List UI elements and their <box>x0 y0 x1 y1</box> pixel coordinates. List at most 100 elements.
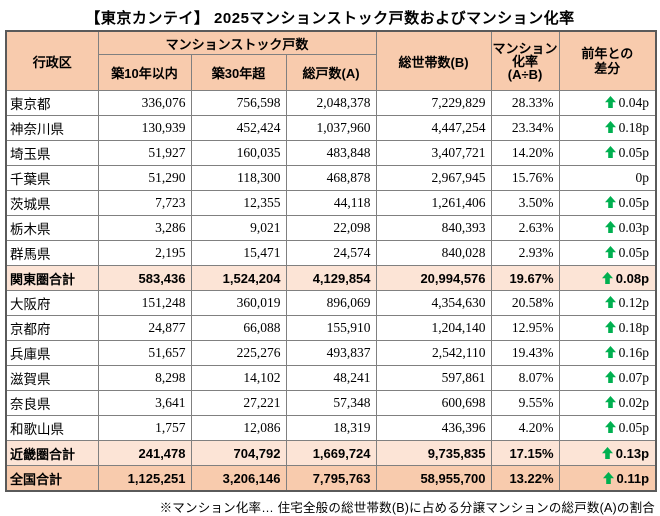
units-30y-cell: 27,221 <box>190 390 287 416</box>
yoy-diff-value: 0.05p <box>618 420 650 435</box>
yoy-diff-cell: 0.05p <box>558 140 657 166</box>
units-30y-cell: 360,019 <box>190 290 287 316</box>
units-10y-cell: 583,436 <box>97 265 192 291</box>
region-cell: 全国合計 <box>5 465 99 492</box>
units-10y-cell: 8,298 <box>97 365 192 391</box>
region-cell: 埼玉県 <box>5 140 99 166</box>
yoy-diff-cell: 0.08p <box>558 265 657 291</box>
table-row: 京都府 24,877 66,088 155,910 1,204,140 12.95% 0.1… <box>5 315 657 341</box>
units-30y-cell: 225,276 <box>190 340 287 366</box>
region-cell: 大阪府 <box>5 290 99 316</box>
condo-rate-cell: 20.58% <box>490 290 560 316</box>
yoy-diff-cell: 0.05p <box>558 240 657 266</box>
col-header-rate: マンション 化率 (A÷B) <box>490 30 560 91</box>
condo-rate-cell: 4.20% <box>490 415 560 441</box>
total-units-cell: 24,574 <box>285 240 377 266</box>
table-row: 奈良県 3,641 27,221 57,348 600,698 9.55% 0.02p <box>5 390 657 416</box>
units-30y-cell: 3,206,146 <box>190 465 287 492</box>
yoy-diff-cell: 0.05p <box>558 190 657 216</box>
table-row: 関東圏合計 583,436 1,524,204 4,129,854 20,994,576… <box>5 265 657 291</box>
up-arrow-icon <box>604 96 616 108</box>
condo-stock-table: 行政区 マンションストック戸数 総世帯数(B) マンション 化率 (A÷B) 前… <box>5 30 658 492</box>
units-10y-cell: 151,248 <box>97 290 192 316</box>
diff-header-line2: 差分 <box>594 61 621 76</box>
households-cell: 597,861 <box>375 365 492 391</box>
up-arrow-icon <box>604 146 616 158</box>
yoy-diff-value: 0.03p <box>618 220 650 235</box>
region-cell: 東京都 <box>5 90 99 116</box>
units-30y-cell: 160,035 <box>190 140 287 166</box>
yoy-diff-value: 0.08p <box>615 270 650 286</box>
table-row: 千葉県 51,290 118,300 468,878 2,967,945 15.76% 0p <box>5 165 657 191</box>
yoy-diff-value: 0.12p <box>618 295 650 310</box>
total-units-cell: 44,118 <box>285 190 377 216</box>
total-units-cell: 468,878 <box>285 165 377 191</box>
diff-header-line1: 前年との <box>581 46 634 61</box>
households-cell: 436,396 <box>375 415 492 441</box>
total-units-cell: 4,129,854 <box>285 265 377 291</box>
units-30y-cell: 756,598 <box>190 90 287 116</box>
yoy-diff-cell: 0.13p <box>558 440 657 466</box>
col-header-within10: 築10年以内 <box>97 54 192 91</box>
up-arrow-icon <box>601 271 613 284</box>
yoy-diff-cell: 0.04p <box>558 90 657 116</box>
rate-header-line3: (A÷B) <box>507 66 543 82</box>
yoy-diff-cell: 0.11p <box>558 465 657 492</box>
yoy-diff-cell: 0.07p <box>558 365 657 391</box>
table-row: 滋賀県 8,298 14,102 48,241 597,861 8.07% 0.07p <box>5 365 657 391</box>
header-row-sub: 築10年以内 築30年超 総戸数(A) <box>6 54 656 91</box>
rate-header-line1: マンション <box>492 40 558 56</box>
table-row: 和歌山県 1,757 12,086 18,319 436,396 4.20% 0.05p <box>5 415 657 441</box>
units-30y-cell: 12,086 <box>190 415 287 441</box>
units-10y-cell: 336,076 <box>97 90 192 116</box>
yoy-diff-cell: 0.12p <box>558 290 657 316</box>
households-cell: 20,994,576 <box>375 265 492 291</box>
total-units-cell: 1,669,724 <box>285 440 377 466</box>
table-row: 茨城県 7,723 12,355 44,118 1,261,406 3.50% 0.05p <box>5 190 657 216</box>
units-30y-cell: 14,102 <box>190 365 287 391</box>
table-row: 兵庫県 51,657 225,276 493,837 2,542,110 19.43% 0.… <box>5 340 657 366</box>
yoy-diff-value: 0.05p <box>618 145 650 160</box>
up-arrow-icon <box>604 321 616 333</box>
table-row: 大阪府 151,248 360,019 896,069 4,354,630 20.58% 0… <box>5 290 657 316</box>
units-30y-cell: 1,524,204 <box>190 265 287 291</box>
units-10y-cell: 3,286 <box>97 215 192 241</box>
header-row-group: 行政区 マンションストック戸数 総世帯数(B) マンション 化率 (A÷B) 前… <box>5 30 657 91</box>
units-10y-cell: 51,927 <box>97 140 192 166</box>
table-row: 栃木県 3,286 9,021 22,098 840,393 2.63% 0.03p <box>5 215 657 241</box>
up-arrow-icon <box>601 446 613 459</box>
condo-rate-cell: 19.43% <box>490 340 560 366</box>
col-header-households: 総世帯数(B) <box>375 30 492 91</box>
yoy-diff-value: 0.02p <box>618 395 650 410</box>
units-10y-cell: 51,657 <box>97 340 192 366</box>
units-10y-cell: 7,723 <box>97 190 192 216</box>
condo-rate-cell: 2.63% <box>490 215 560 241</box>
page-title: 【東京カンテイ】 2025マンションストック戸数およびマンション化率 <box>85 10 575 27</box>
yoy-diff-value: 0.16p <box>618 345 650 360</box>
condo-rate-cell: 13.22% <box>490 465 560 492</box>
table-row: 群馬県 2,195 15,471 24,574 840,028 2.93% 0.05p <box>5 240 657 266</box>
condo-rate-cell: 3.50% <box>490 190 560 216</box>
up-arrow-icon <box>604 196 616 208</box>
yoy-diff-cell: 0.18p <box>558 315 657 341</box>
total-units-cell: 48,241 <box>285 365 377 391</box>
footnote: ※マンション化率… 住宅全般の総世帯数(B)に占める分譲マンションの総戸数(A)… <box>159 501 655 515</box>
col-header-diff: 前年との 差分 <box>558 30 657 91</box>
units-30y-cell: 704,792 <box>190 440 287 466</box>
total-units-cell: 7,795,763 <box>285 465 377 492</box>
yoy-diff-value: 0.13p <box>615 445 650 461</box>
total-units-cell: 483,848 <box>285 140 377 166</box>
units-30y-cell: 118,300 <box>190 165 287 191</box>
households-cell: 840,393 <box>375 215 492 241</box>
region-cell: 神奈川県 <box>5 115 99 141</box>
region-cell: 群馬県 <box>5 240 99 266</box>
region-cell: 栃木県 <box>5 215 99 241</box>
households-cell: 2,542,110 <box>375 340 492 366</box>
yoy-diff-value: 0.18p <box>618 320 650 335</box>
region-cell: 千葉県 <box>5 165 99 191</box>
total-units-cell: 18,319 <box>285 415 377 441</box>
up-arrow-icon <box>602 471 614 484</box>
yoy-diff-value: 0.05p <box>618 245 650 260</box>
table-row: 神奈川県 130,939 452,424 1,037,960 4,447,254 23.3… <box>5 115 657 141</box>
region-cell: 兵庫県 <box>5 340 99 366</box>
